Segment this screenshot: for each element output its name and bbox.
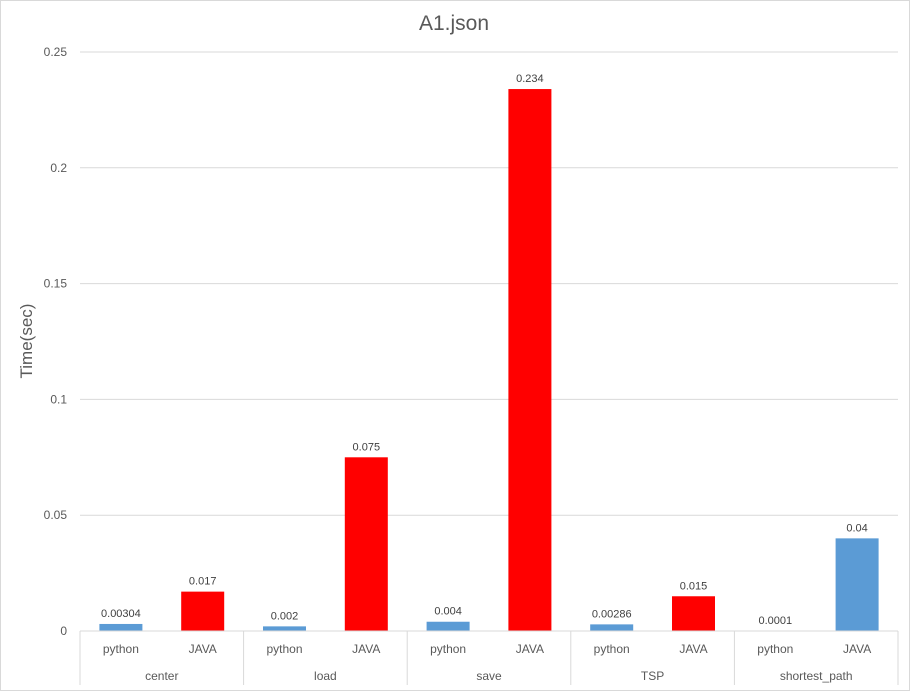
bar-shortest_path-JAVA (836, 538, 879, 631)
y-tick-label: 0.25 (44, 45, 68, 59)
data-label: 0.015 (680, 580, 708, 592)
x-tick-label: python (430, 642, 466, 656)
x-tick-label: python (103, 642, 139, 656)
y-tick-label: 0 (60, 624, 67, 638)
y-tick-label: 0.2 (50, 161, 67, 175)
y-tick-label: 0.1 (50, 392, 67, 406)
data-label: 0.002 (271, 610, 299, 622)
group-label: save (476, 669, 502, 683)
x-tick-label: JAVA (189, 642, 217, 656)
x-tick-label: JAVA (679, 642, 707, 656)
y-tick-label: 0.15 (44, 277, 68, 291)
x-tick-label: JAVA (843, 642, 871, 656)
data-label: 0.0001 (758, 615, 792, 627)
bar-TSP-python (590, 624, 633, 631)
data-label: 0.00286 (592, 608, 632, 620)
x-tick-label: JAVA (516, 642, 544, 656)
data-label: 0.075 (353, 441, 381, 453)
group-label: center (145, 669, 178, 683)
bar-save-JAVA (508, 89, 551, 631)
data-label: 0.234 (516, 73, 544, 85)
bar-TSP-JAVA (672, 596, 715, 631)
chart-title: A1.json (419, 12, 489, 35)
data-label: 0.004 (434, 606, 462, 618)
y-tick-label: 0.05 (44, 508, 68, 522)
group-label: shortest_path (780, 669, 853, 683)
bar-load-JAVA (345, 457, 388, 631)
y-axis-label: Time(sec) (17, 304, 36, 379)
x-tick-label: python (757, 642, 793, 656)
data-label: 0.04 (846, 522, 867, 534)
bar-center-JAVA (181, 592, 224, 631)
data-label: 0.00304 (101, 608, 141, 620)
bar-load-python (263, 626, 306, 631)
group-label: TSP (641, 669, 664, 683)
bar-center-python (99, 624, 142, 631)
x-tick-label: python (594, 642, 630, 656)
x-tick-label: python (266, 642, 302, 656)
bar-save-python (427, 622, 470, 631)
group-label: load (314, 669, 337, 683)
x-tick-label: JAVA (352, 642, 380, 656)
data-label: 0.017 (189, 576, 217, 588)
